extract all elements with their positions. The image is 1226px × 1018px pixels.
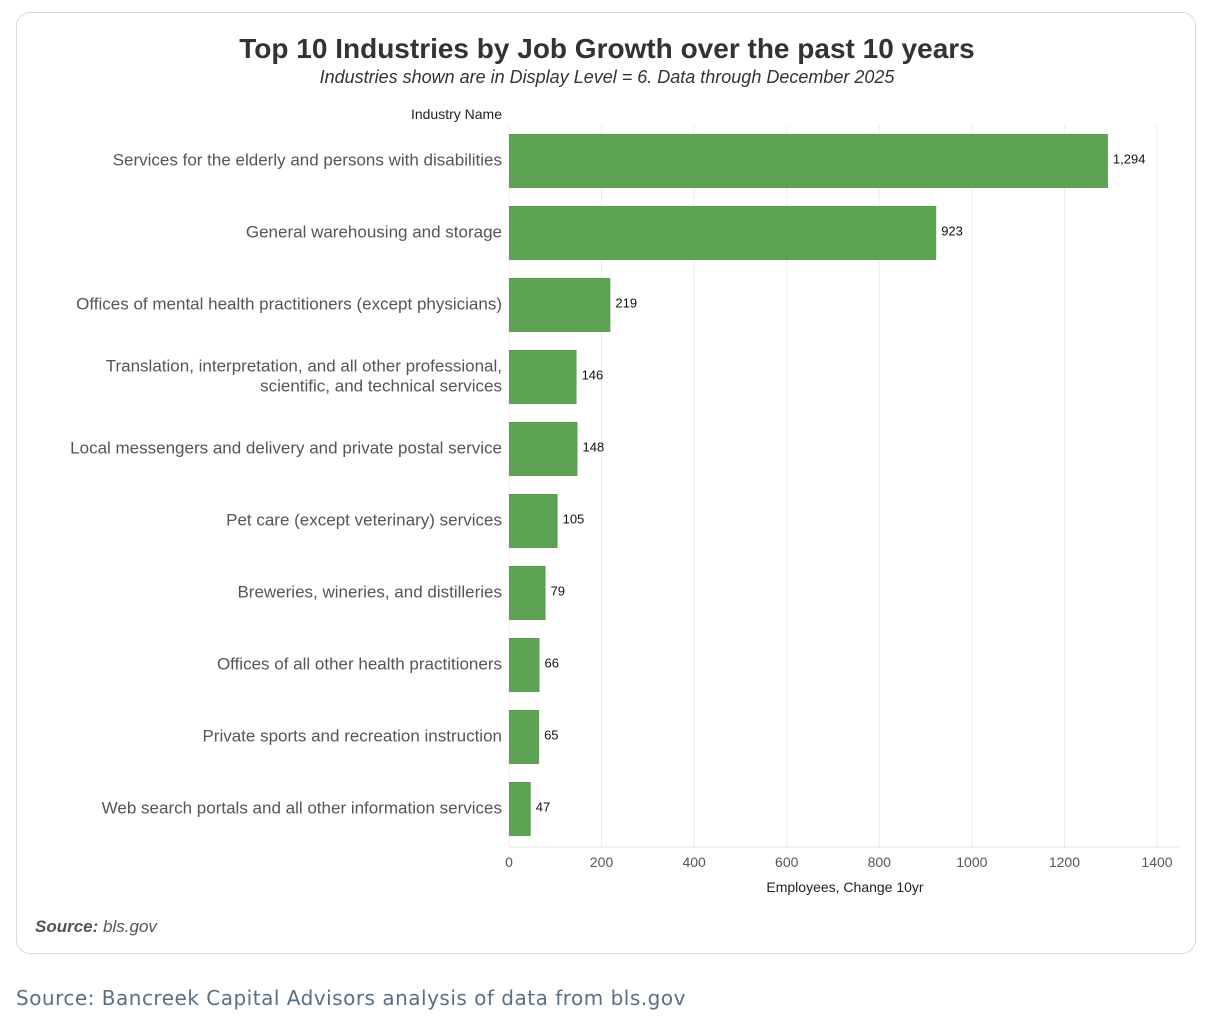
bar-4 bbox=[509, 422, 578, 476]
data-label-1: 923 bbox=[941, 223, 963, 238]
category-label-3-1: scientific, and technical services bbox=[260, 376, 502, 395]
y-axis-title: Industry Name bbox=[411, 106, 502, 122]
category-label-6-0: Breweries, wineries, and distilleries bbox=[237, 582, 502, 601]
category-label-3-0: Translation, interpretation, and all oth… bbox=[106, 356, 502, 375]
tick-label-6: 1200 bbox=[1049, 854, 1080, 870]
bar-1 bbox=[509, 206, 937, 260]
data-label-4: 148 bbox=[583, 439, 605, 454]
tick-label-4: 800 bbox=[868, 854, 892, 870]
bar-7 bbox=[509, 638, 540, 692]
x-axis-title: Employees, Change 10yr bbox=[766, 879, 924, 895]
source-text: bls.gov bbox=[103, 917, 157, 936]
tick-label-5: 1000 bbox=[956, 854, 987, 870]
bar-3 bbox=[509, 350, 577, 404]
chart-subtitle: Industries shown are in Display Level = … bbox=[319, 67, 895, 87]
category-label-5-0: Pet care (except veterinary) services bbox=[226, 510, 502, 529]
bar-5 bbox=[509, 494, 558, 548]
data-label-8: 65 bbox=[544, 727, 558, 742]
data-label-0: 1,294 bbox=[1113, 151, 1146, 166]
category-label-8-0: Private sports and recreation instructio… bbox=[202, 726, 502, 745]
tick-label-1: 200 bbox=[590, 854, 614, 870]
chart-card: Top 10 Industries by Job Growth over the… bbox=[16, 12, 1196, 954]
data-label-9: 47 bbox=[536, 799, 550, 814]
bar-0 bbox=[509, 134, 1108, 188]
source-label: Source: bbox=[35, 917, 99, 936]
category-label-9-0: Web search portals and all other informa… bbox=[102, 798, 502, 817]
category-label-0-0: Services for the elderly and persons wit… bbox=[113, 150, 502, 169]
data-label-2: 219 bbox=[615, 295, 637, 310]
tick-label-2: 400 bbox=[682, 854, 706, 870]
data-label-3: 146 bbox=[582, 367, 604, 382]
bar-2 bbox=[509, 278, 611, 332]
bar-8 bbox=[509, 710, 540, 764]
category-label-1-0: General warehousing and storage bbox=[246, 222, 502, 241]
bar-6 bbox=[509, 566, 546, 620]
category-label-7-0: Offices of all other health practitioner… bbox=[217, 654, 502, 673]
data-label-7: 66 bbox=[545, 655, 559, 670]
chart-title: Top 10 Industries by Job Growth over the… bbox=[239, 33, 975, 64]
data-label-5: 105 bbox=[563, 511, 585, 526]
bar-chart: Industry Name 1,294 Services for the elder… bbox=[70, 106, 1179, 895]
tick-label-0: 0 bbox=[505, 854, 513, 870]
data-label-6: 79 bbox=[551, 583, 565, 598]
chart-source: Source: bls.gov bbox=[35, 917, 157, 937]
category-label-4-0: Local messengers and delivery and privat… bbox=[70, 438, 502, 457]
bar-9 bbox=[509, 782, 531, 836]
tick-label-7: 1400 bbox=[1141, 854, 1172, 870]
category-label-2-0: Offices of mental health practitioners (… bbox=[76, 294, 502, 313]
tick-label-3: 600 bbox=[775, 854, 799, 870]
figure-caption: Source: Bancreek Capital Advisors analys… bbox=[16, 986, 686, 1010]
